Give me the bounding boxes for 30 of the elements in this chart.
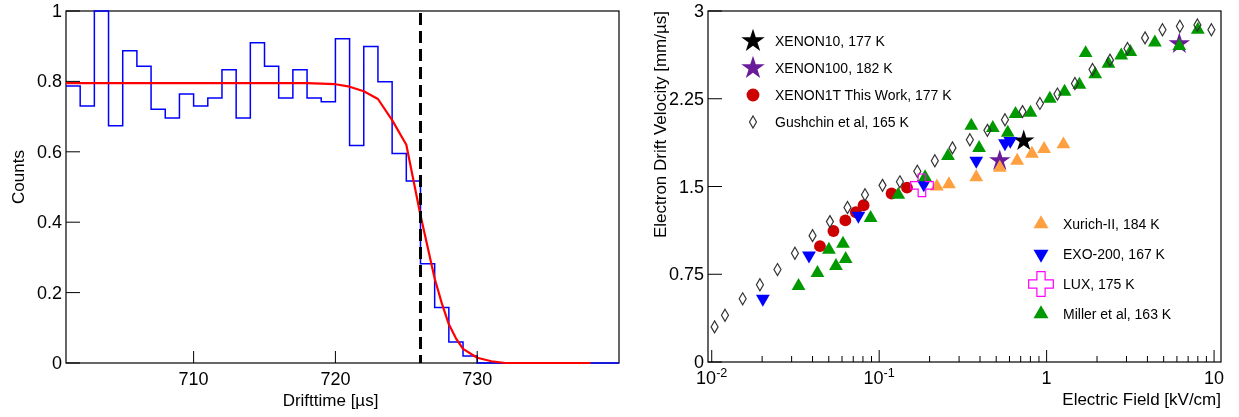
legend-label: Gushchin et al, 165 K: [775, 114, 910, 130]
x-tick-label: 710: [178, 369, 209, 389]
y-tick-label: 0.4: [36, 212, 62, 233]
y-tick-label: 0: [693, 352, 704, 372]
legend-label: Miller et al, 163 K: [1063, 306, 1172, 322]
y-tick-label: 0.75: [668, 264, 704, 285]
legend-label: Xurich-II, 184 K: [1063, 216, 1161, 232]
y-tick-label: 0.2: [36, 282, 62, 303]
x-tick-label: 730: [462, 369, 493, 389]
legend-label: XENON10, 177 K: [775, 33, 886, 49]
y-tick-label: 0.6: [36, 141, 62, 162]
legend-label: XENON1T This Work, 177 K: [775, 87, 953, 103]
y-axis-title: Counts: [9, 150, 28, 204]
x-tick-label: 10$^{-1}$: [863, 366, 895, 388]
x-tick-label: 1: [1041, 368, 1052, 388]
x-axis-title: Electric Field [kV/cm]: [1062, 390, 1221, 409]
legend-label: XENON100, 182 K: [775, 60, 894, 76]
legend-label: LUX, 175 K: [1063, 276, 1136, 292]
y-tick-label: 0.8: [36, 71, 62, 92]
y-tick-label: 2.25: [668, 88, 704, 109]
x-tick-label: 720: [320, 369, 351, 389]
y-tick-label: 0: [51, 353, 62, 373]
y-tick-label: 1.5: [678, 176, 704, 197]
x-tick-label: 10: [1204, 368, 1225, 388]
y-tick-label: 1: [51, 1, 62, 21]
legend-label: EXO-200, 167 K: [1063, 246, 1166, 262]
line-series: [64, 82, 592, 365]
x-axis-title: Drifttime [µs]: [282, 391, 379, 410]
y-axis-title: Electron Drift Velocity [mm/µs]: [651, 11, 670, 239]
y-tick-label: 3: [693, 1, 704, 21]
